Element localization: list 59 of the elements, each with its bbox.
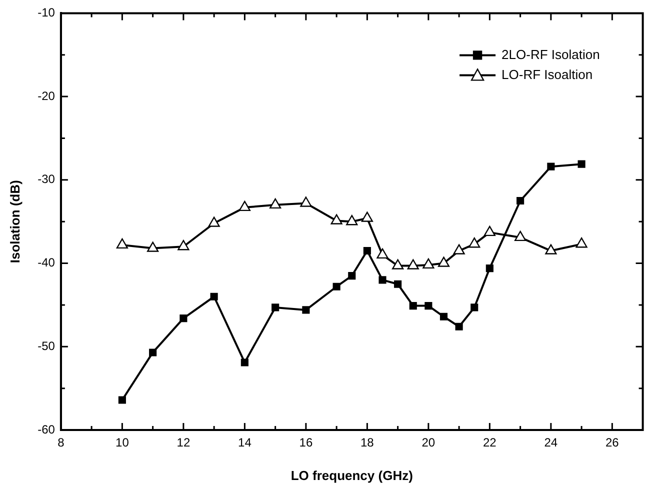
point	[332, 282, 340, 290]
point	[270, 198, 282, 209]
point	[438, 256, 450, 267]
point	[330, 214, 342, 224]
x-tick-label: 8	[58, 436, 65, 450]
point	[147, 242, 159, 252]
point	[455, 322, 463, 330]
point	[486, 264, 494, 272]
point	[149, 348, 157, 356]
point	[453, 244, 465, 254]
point	[440, 312, 448, 320]
point	[376, 248, 388, 259]
point	[208, 216, 220, 227]
point	[363, 246, 371, 255]
point	[484, 226, 496, 236]
x-tick-label: 12	[176, 436, 190, 450]
point	[118, 396, 126, 404]
point	[348, 272, 356, 280]
y-tick-label: -40	[38, 256, 56, 270]
point	[300, 196, 312, 207]
point	[210, 292, 218, 300]
point	[424, 302, 432, 310]
point	[422, 258, 434, 269]
point	[409, 302, 417, 310]
legend-label: 2LO-RF Isolation	[502, 46, 600, 62]
point	[238, 200, 250, 212]
y-tick-label: -50	[38, 338, 56, 353]
point	[392, 259, 404, 270]
point	[470, 304, 478, 312]
y-axis-title: Isolation (dB)	[7, 180, 22, 264]
y-tick-label: -60	[38, 422, 56, 436]
x-tick-label: 16	[299, 436, 313, 450]
point	[514, 230, 526, 242]
x-tick-label: 10	[116, 436, 130, 450]
point	[394, 280, 402, 288]
point	[576, 238, 588, 248]
point	[545, 244, 557, 254]
point	[272, 304, 280, 312]
point	[407, 259, 419, 270]
y-tick-label: -20	[38, 88, 56, 103]
legend-label: LO-RF Isoaltion	[502, 66, 593, 82]
x-axis-title: LO frequency (GHz)	[290, 468, 413, 483]
x-tick-label: 26	[605, 436, 620, 450]
point	[378, 276, 386, 284]
point	[302, 306, 310, 314]
y-tick-label: -30	[38, 172, 56, 186]
y-tick-label: -10	[38, 6, 56, 20]
point	[178, 240, 190, 250]
x-tick-label: 14	[238, 436, 252, 450]
x-tick-label: 20	[422, 436, 436, 450]
x-tick-label: 18	[360, 436, 374, 450]
x-tick-label: 22	[483, 436, 497, 450]
point	[240, 358, 248, 366]
point	[116, 238, 128, 249]
point	[346, 215, 358, 226]
x-tick-label: 24	[544, 436, 558, 450]
point	[180, 314, 188, 322]
point	[468, 238, 480, 248]
point	[361, 212, 373, 222]
